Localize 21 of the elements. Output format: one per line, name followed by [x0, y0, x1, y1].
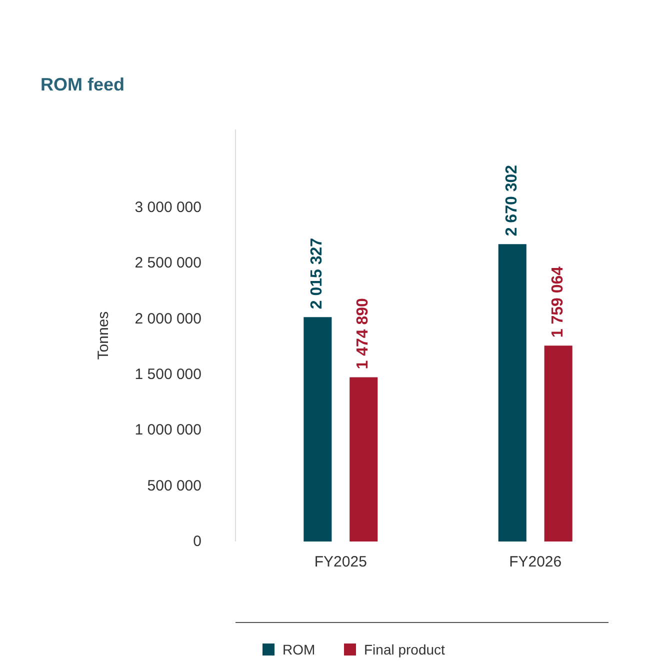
bar [304, 317, 332, 542]
y-tick-label: 500 000 [147, 477, 202, 494]
y-tick-label: 0 [193, 533, 202, 550]
y-tick-label: 2 000 000 [134, 310, 202, 328]
text: ROM feed [40, 74, 125, 94]
y-tick-label: 1 500 000 [134, 366, 202, 383]
x-tick-label: FY2026 [509, 554, 562, 570]
x-tick-label: FY2025 [314, 554, 367, 570]
y-axis-title: Tonnes [94, 311, 112, 360]
data-label: 2 015 327 [308, 238, 326, 310]
legend-label: ROM [282, 642, 316, 658]
bar [498, 244, 526, 542]
data-label: 2 670 302 [503, 164, 520, 236]
y-tick-label: 1 000 000 [134, 422, 202, 439]
data-label: 1 759 064 [549, 266, 566, 338]
bar [350, 377, 378, 542]
legend-label: Final product [364, 642, 446, 658]
y-tick-label: 2 500 000 [134, 254, 202, 272]
bar [544, 346, 572, 542]
data-label: 1 474 890 [354, 298, 372, 370]
y-tick-label: 3 000 000 [134, 198, 202, 216]
